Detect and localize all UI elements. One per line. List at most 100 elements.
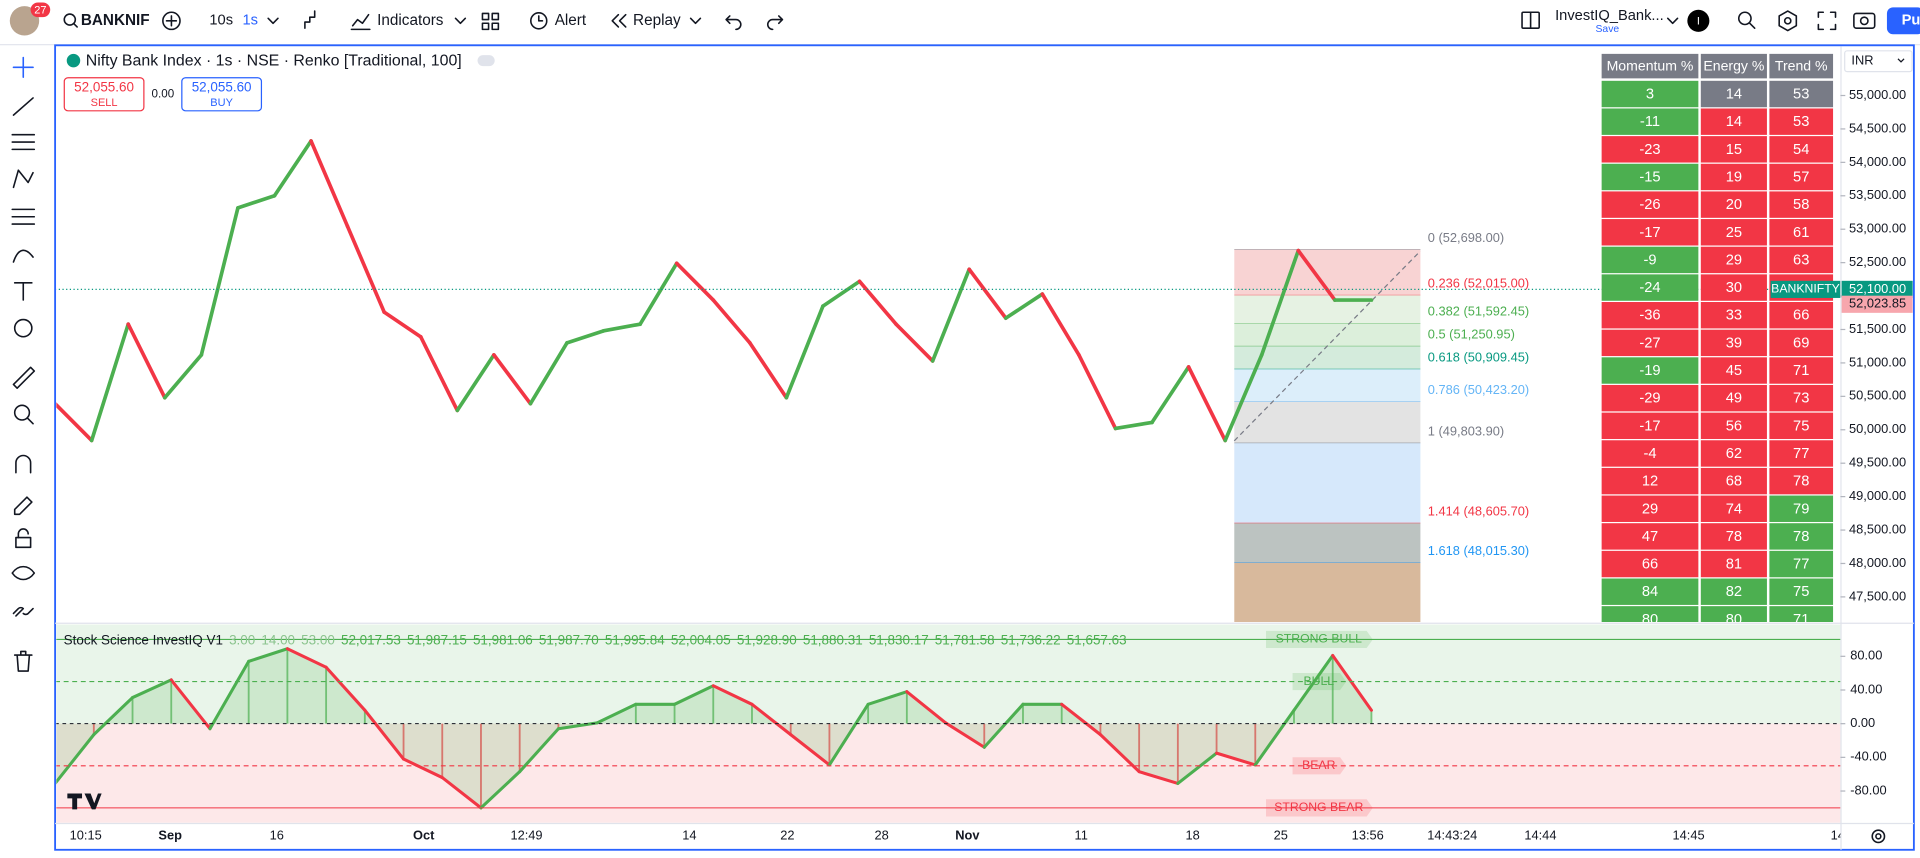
table-cell	[1601, 163, 1699, 191]
price-segment	[528, 341, 569, 406]
chevron[interactable]	[454, 17, 467, 25]
text-tool[interactable]	[13, 282, 33, 301]
legend-value: 51,987.70	[539, 632, 599, 647]
price-segment	[638, 261, 679, 326]
quick-search[interactable]	[1737, 11, 1756, 29]
table-value: -27	[1639, 335, 1660, 351]
zoom-tool[interactable]	[13, 404, 34, 425]
buy-button[interactable]	[181, 77, 263, 112]
table-cell	[1769, 136, 1834, 163]
collapse-button[interactable]	[477, 55, 495, 67]
fullscreen[interactable]	[1817, 11, 1837, 31]
chevron[interactable]	[267, 17, 279, 25]
indicators-icon[interactable]	[350, 13, 371, 31]
pattern-tool[interactable]	[12, 169, 34, 189]
table-cell	[1601, 523, 1699, 550]
indicator-tick-label: 80.00	[1850, 648, 1882, 663]
axis-settings[interactable]	[1871, 829, 1886, 844]
logo	[67, 793, 102, 810]
replay-button[interactable]: Replay	[633, 12, 681, 29]
delete-tool[interactable]	[13, 650, 33, 672]
sell-button[interactable]	[63, 77, 145, 112]
emoji-tool[interactable]	[13, 318, 33, 338]
layout-name[interactable]: InvestIQ_Bank...	[1555, 8, 1664, 24]
price-segment	[272, 139, 313, 198]
chevron[interactable]	[689, 17, 702, 25]
table-cell	[1700, 302, 1767, 329]
magnet-tool[interactable]	[15, 454, 32, 474]
oscillator-segment	[518, 727, 560, 774]
table-value: 74	[1726, 501, 1742, 517]
profile[interactable]	[1687, 9, 1710, 32]
interval[interactable]: 1s	[242, 13, 258, 29]
price-segment	[1077, 353, 1118, 431]
indicators-button[interactable]: Indicators	[377, 12, 444, 29]
sell-label[interactable]: SELL	[91, 97, 118, 109]
table-cell	[1769, 246, 1834, 274]
time-label: 12:49	[510, 828, 542, 843]
price-segment	[747, 341, 789, 400]
table-value: 77	[1793, 446, 1809, 462]
snapshot[interactable]	[1853, 12, 1876, 29]
publish-button[interactable]	[1886, 7, 1920, 35]
alert-button[interactable]: Alert	[555, 12, 587, 29]
legend-value: 51,657.63	[1067, 632, 1127, 647]
save-button[interactable]: Save	[1596, 24, 1620, 35]
chart-type[interactable]	[304, 10, 316, 29]
settings[interactable]	[1778, 10, 1798, 32]
symbol[interactable]: BANKNIF	[81, 12, 150, 29]
publish-label[interactable]: Pu	[1902, 13, 1920, 29]
redo[interactable]	[767, 15, 784, 31]
trendline-tool[interactable]	[12, 97, 34, 116]
table-value: -11	[1640, 114, 1660, 130]
buy-price[interactable]: 52,055.60	[192, 80, 252, 95]
table-value: 25	[1726, 225, 1742, 241]
link-tool[interactable]	[12, 606, 34, 617]
panel-icon[interactable]	[1521, 11, 1540, 29]
brush-tool[interactable]	[12, 249, 34, 263]
table-cell	[1700, 384, 1767, 412]
legend-value: 14.00	[261, 632, 295, 647]
alert-icon[interactable]	[530, 12, 548, 30]
table-value: 68	[1726, 474, 1742, 490]
table-value: 80	[1642, 612, 1658, 628]
add-symbol[interactable]	[162, 11, 181, 31]
ruler-tool[interactable]	[12, 366, 36, 389]
drawing-mode[interactable]	[13, 496, 33, 516]
currency-button[interactable]	[1844, 50, 1913, 73]
fib-label: 0.786 (50,423.20)	[1428, 382, 1529, 397]
templates-icon[interactable]	[481, 12, 500, 31]
table-cell	[1601, 578, 1699, 605]
oscillator-segment	[789, 733, 831, 767]
crosshair-tool[interactable]	[12, 56, 34, 78]
horizontal-tool[interactable]	[11, 133, 36, 151]
table-header-cell	[1769, 53, 1834, 79]
visibility-tool[interactable]	[11, 565, 36, 581]
price-segment	[1186, 365, 1228, 443]
table-cell	[1601, 606, 1699, 623]
table-value: 57	[1793, 169, 1809, 185]
chevron[interactable]	[1897, 58, 1905, 63]
oscillator-segment	[711, 684, 754, 706]
price-segment	[821, 279, 862, 308]
table-cell	[1700, 495, 1767, 522]
table-value: -29	[1639, 391, 1660, 407]
fib-band	[1234, 295, 1421, 324]
interval[interactable]: 10s	[209, 13, 233, 29]
replay-icon[interactable]	[611, 13, 627, 28]
table-cell	[1769, 329, 1834, 357]
currency[interactable]: INR	[1851, 53, 1873, 68]
buy-label[interactable]: BUY	[210, 97, 233, 109]
table-cell	[1601, 219, 1699, 246]
market-status	[66, 53, 81, 68]
fib-label: 0.5 (51,250.95)	[1428, 327, 1515, 342]
search-icon[interactable]	[63, 13, 78, 28]
sell-price[interactable]: 52,055.60	[74, 80, 134, 95]
table-cell	[1601, 246, 1699, 274]
fib-tool[interactable]	[11, 208, 36, 225]
undo[interactable]	[725, 15, 742, 31]
lock-tool[interactable]	[15, 528, 32, 549]
fib-band	[1234, 368, 1421, 402]
table-value: 14	[1726, 87, 1742, 103]
chevron[interactable]	[1666, 17, 1679, 25]
